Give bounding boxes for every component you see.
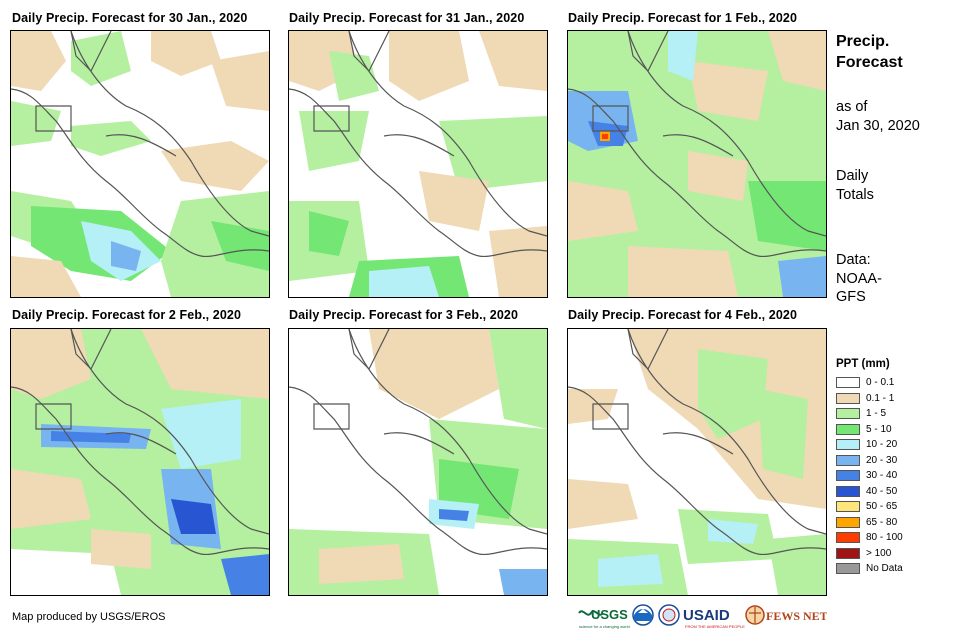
legend-label: > 100 — [866, 547, 892, 559]
legend-label: 65 - 80 — [866, 516, 898, 528]
panel-title-feb4: Daily Precip. Forecast for 4 Feb., 2020 — [568, 308, 797, 322]
totals-label: Daily Totals — [836, 167, 874, 204]
usaid-logo: USAID FROM THE AMERICAN PEOPLE — [683, 607, 745, 629]
legend-label: 50 - 65 — [866, 501, 898, 512]
legend-label: 30 - 40 — [866, 470, 898, 481]
map-credit: Map produced by USGS/EROS — [12, 611, 166, 623]
legend-title: PPT (mm) — [836, 358, 890, 370]
panel-title-feb1: Daily Precip. Forecast for 1 Feb., 2020 — [568, 11, 797, 25]
fewsnet-logo: FEWS NET — [745, 605, 827, 625]
precip-areas — [568, 329, 826, 595]
legend-item: No Data — [836, 562, 903, 575]
usaid-logo-text: USAID — [683, 607, 730, 624]
legend-item: 0.1 - 1 — [836, 392, 894, 405]
coastlines — [289, 329, 547, 556]
legend-swatch — [836, 392, 860, 404]
coastlines — [568, 329, 826, 556]
noaa-logo — [632, 604, 654, 626]
coastlines — [289, 31, 547, 258]
legend-label: 20 - 30 — [866, 454, 898, 466]
legend-label: 40 - 50 — [866, 485, 898, 497]
legend-item: 20 - 30 — [836, 454, 897, 467]
as-of-value: Jan 30, 2020 — [836, 117, 920, 134]
panel-title-jan30: Daily Precip. Forecast for 30 Jan., 2020 — [12, 11, 248, 25]
legend-swatch — [836, 470, 860, 481]
map-feb3-graphic — [289, 329, 547, 595]
panel-title-jan31: Daily Precip. Forecast for 31 Jan., 2020 — [289, 11, 525, 25]
logos: USGS science for a changing world USAID … — [577, 601, 827, 631]
legend-swatch — [836, 377, 860, 388]
legend-swatch — [836, 532, 860, 543]
map-feb1-graphic — [568, 31, 826, 297]
usaid-tagline: FROM THE AMERICAN PEOPLE — [685, 624, 745, 629]
map-feb2-graphic — [11, 329, 269, 595]
precip-map-jan31 — [288, 30, 548, 298]
precip-areas — [289, 31, 547, 297]
legend-swatch — [836, 516, 860, 528]
legend-item: 10 - 20 — [836, 438, 897, 451]
legend-item: 80 - 100 — [836, 531, 903, 544]
legend-label: 5 - 10 — [866, 423, 892, 435]
legend-label: 10 - 20 — [866, 439, 898, 450]
legend-label: 0.1 - 1 — [866, 392, 895, 404]
legend-item: 0 - 0.1 — [836, 376, 894, 389]
precip-areas — [11, 31, 269, 297]
map-feb4-graphic — [568, 329, 826, 595]
coastlines — [11, 31, 269, 258]
as-of-label: as of — [836, 99, 868, 115]
legend-item: 5 - 10 — [836, 423, 892, 436]
legend-label: 0 - 0.1 — [866, 377, 895, 388]
legend-swatch — [836, 439, 860, 450]
panel-title-feb3: Daily Precip. Forecast for 3 Feb., 2020 — [289, 308, 518, 322]
precip-map-feb4 — [567, 328, 827, 596]
data-source: Data: NOAA- GFS — [836, 251, 882, 307]
legend-label: 1 - 5 — [866, 408, 887, 419]
panel-title-feb2: Daily Precip. Forecast for 2 Feb., 2020 — [12, 308, 241, 322]
legend-item: 30 - 40 — [836, 469, 897, 482]
legend-item: 65 - 80 — [836, 516, 897, 529]
side-title-line2: Forecast — [836, 54, 903, 71]
totals-line2: Totals — [836, 186, 874, 203]
map-jan30-graphic — [11, 31, 269, 297]
legend-label: 80 - 100 — [866, 532, 903, 543]
precip-map-feb1 — [567, 30, 827, 298]
fewsnet-logo-text: FEWS NET — [766, 609, 827, 623]
logo-strip: USGS science for a changing world USAID … — [578, 604, 827, 629]
side-title: Precip. Forecast — [836, 31, 903, 73]
legend-item: > 100 — [836, 547, 891, 560]
legend-item: 1 - 5 — [836, 407, 886, 420]
precip-map-feb2 — [10, 328, 270, 596]
as-of-date: as of Jan 30, 2020 — [836, 98, 920, 135]
precip-areas — [568, 31, 826, 297]
data-source-line1: Data: — [836, 252, 871, 268]
legend-swatch — [836, 454, 860, 466]
nws-logo — [658, 604, 680, 626]
precip-areas — [289, 329, 547, 595]
usgs-logo-text: USGS — [591, 607, 628, 622]
data-source-line3: GFS — [836, 289, 866, 305]
data-source-line2: NOAA- — [836, 270, 882, 287]
precip-areas — [11, 329, 269, 595]
coastlines — [11, 329, 269, 556]
usgs-tagline: science for a changing world — [579, 624, 630, 629]
legend-swatch — [836, 485, 860, 497]
legend-label: No Data — [866, 563, 903, 574]
legend-swatch — [836, 501, 860, 512]
legend-swatch — [836, 423, 860, 435]
legend-item: 40 - 50 — [836, 485, 897, 498]
legend-swatch — [836, 563, 860, 574]
precip-map-feb3 — [288, 328, 548, 596]
totals-line1: Daily — [836, 168, 869, 184]
coastlines — [568, 31, 826, 258]
legend-swatch — [836, 547, 860, 559]
map-jan31-graphic — [289, 31, 547, 297]
legend-swatch — [836, 408, 860, 419]
side-title-line1: Precip. — [836, 33, 890, 50]
precip-map-jan30 — [10, 30, 270, 298]
legend-item: 50 - 65 — [836, 500, 897, 513]
usgs-logo: USGS science for a changing world — [578, 607, 630, 629]
